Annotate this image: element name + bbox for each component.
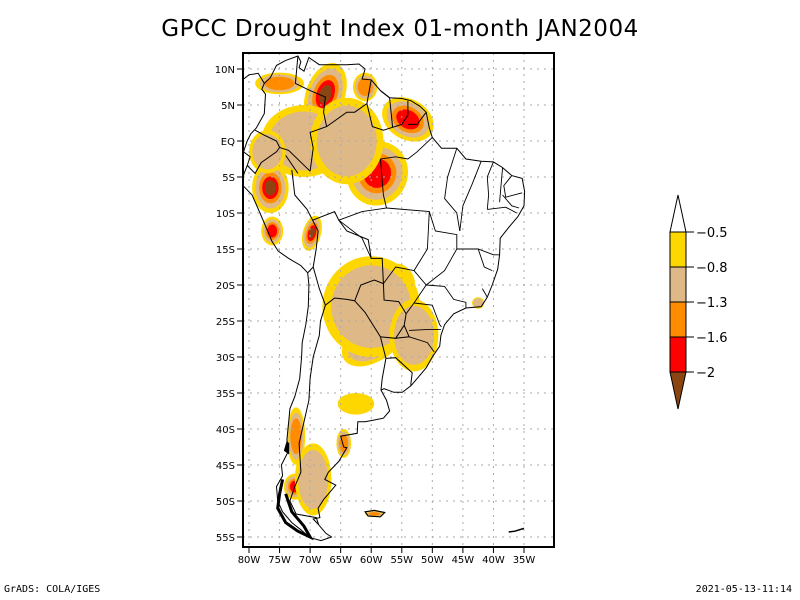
lon-tick-label: 65W <box>329 555 352 566</box>
drought-contour-level-3 <box>368 512 380 516</box>
drought-contour-level-3 <box>264 76 295 91</box>
state-border <box>499 167 504 203</box>
colorbar-label: −0.8 <box>696 261 728 276</box>
state-border <box>487 206 517 214</box>
drought-contour-level-3 <box>290 418 302 455</box>
lat-tick-label: 5S <box>222 173 235 184</box>
colorbar: −0.5 −0.8 −1.3 −1.6 −2 <box>669 194 728 410</box>
lat-tick-label: 15S <box>216 245 235 256</box>
colorbar-segment <box>669 231 687 268</box>
lat-tick-label: 30S <box>216 353 235 364</box>
colorbar-label: −1.3 <box>696 296 728 311</box>
country-border <box>326 79 372 128</box>
colorbar-label: −1.6 <box>696 331 728 346</box>
state-border <box>503 175 523 198</box>
coastline-layer <box>243 55 526 542</box>
footer-timestamp: 2021-05-13-11:14 <box>695 584 792 595</box>
drought-contour-level-5 <box>318 84 332 104</box>
country-border <box>285 155 299 174</box>
state-border <box>383 266 415 284</box>
footer-credit: GrADS: COLA/IGES <box>4 584 101 595</box>
state-border <box>405 211 430 315</box>
axis-ticks: 10N 5N EQ 5S 10S 15S 20S 25S 30S 35S 40S 45S 50S 55S8… <box>215 65 536 566</box>
colorbar-segment <box>669 336 687 373</box>
state-border <box>459 161 482 232</box>
country-border <box>385 357 413 386</box>
country-border <box>380 90 390 99</box>
lat-tick-label: 45S <box>216 461 235 472</box>
chart-title: GPCC Drought Index 01-month JAN2004 <box>161 16 639 42</box>
lat-tick-label: 55S <box>216 533 235 544</box>
drought-contour-level-2 <box>316 105 377 177</box>
lon-tick-label: 55W <box>390 555 413 566</box>
state-border <box>386 207 458 249</box>
colorbar-label: −0.5 <box>696 226 728 241</box>
colorbar-segment <box>669 301 687 338</box>
state-border <box>426 284 467 308</box>
state-border <box>444 148 461 232</box>
country-border <box>254 129 311 172</box>
south-georgia <box>508 527 525 533</box>
lon-tick-label: 60W <box>360 555 383 566</box>
lat-tick-label: 25S <box>216 317 235 328</box>
colorbar-top-arrow <box>669 194 687 233</box>
lon-tick-label: 80W <box>238 555 261 566</box>
country-border <box>294 55 328 172</box>
lon-tick-label: 45W <box>452 555 475 566</box>
lat-tick-label: EQ <box>221 137 235 148</box>
falklands-outline <box>364 509 386 518</box>
central-america-coastline <box>243 72 265 84</box>
map-frame <box>242 52 555 548</box>
drought-contour-level-2 <box>473 298 484 308</box>
state-border <box>338 219 372 259</box>
chile-fjords <box>276 479 314 541</box>
state-border <box>502 194 520 209</box>
chiloe-island <box>283 441 290 455</box>
lon-tick-label: 70W <box>299 555 322 566</box>
lat-tick-label: 10N <box>215 65 235 76</box>
drought-contour-level-2 <box>252 134 283 170</box>
state-border <box>486 161 494 210</box>
state-border <box>409 329 441 331</box>
drought-contour-level-4 <box>267 224 278 238</box>
lon-tick-label: 75W <box>268 555 291 566</box>
drought-contour-level-3 <box>357 78 373 96</box>
state-border <box>408 336 435 353</box>
drought-contour-level-2 <box>394 305 434 365</box>
lat-tick-label: 10S <box>216 209 235 220</box>
country-border <box>312 210 384 307</box>
country-border <box>289 305 326 525</box>
lat-tick-label: 5N <box>221 101 235 112</box>
lon-tick-label: 50W <box>421 555 444 566</box>
lon-tick-label: 40W <box>482 555 505 566</box>
gridlines <box>243 53 554 547</box>
state-border <box>456 248 500 256</box>
drought-field-layer <box>249 63 485 517</box>
colorbar-segment <box>669 266 687 303</box>
country-border <box>389 97 394 128</box>
country-border <box>291 169 319 274</box>
country-border <box>407 111 427 125</box>
lon-tick-label: 35W <box>513 555 536 566</box>
drought-contour-level-1 <box>337 393 375 415</box>
colorbar-bottom-arrow <box>669 371 687 410</box>
state-border <box>425 248 458 286</box>
lat-tick-label: 50S <box>216 497 235 508</box>
drought-contour-level-5 <box>264 180 276 196</box>
country-border <box>246 147 281 175</box>
lat-tick-label: 35S <box>216 389 235 400</box>
state-border <box>482 288 488 298</box>
colorbar-label: −2 <box>696 366 715 381</box>
lat-tick-label: 20S <box>216 281 235 292</box>
country-border <box>379 336 387 391</box>
state-border <box>477 248 493 272</box>
state-border <box>380 137 433 160</box>
state-border <box>413 302 442 328</box>
lat-tick-label: 40S <box>216 425 235 436</box>
